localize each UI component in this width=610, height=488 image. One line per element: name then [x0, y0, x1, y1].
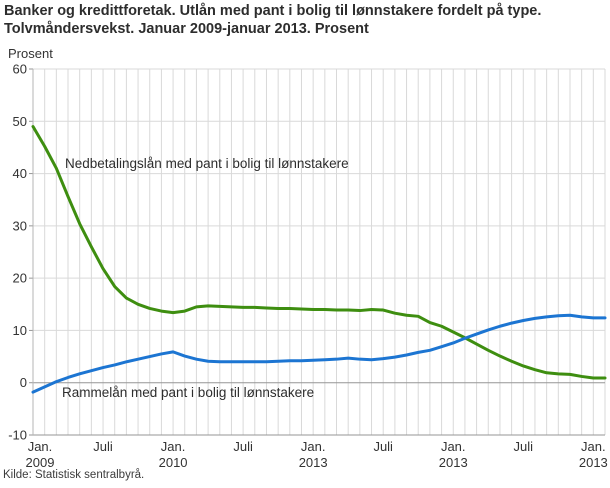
- series-line-rammelan: [31, 313, 607, 394]
- y-tick-label: 0: [20, 375, 27, 390]
- y-axis-title: Prosent: [8, 46, 53, 61]
- chart-title-line1: Banker og kredittforetak. Utlån med pant…: [4, 3, 542, 19]
- series-line-nedbetalingslan: [31, 125, 607, 380]
- y-tick-label: 60: [13, 62, 27, 77]
- y-tick-label: 20: [13, 271, 27, 286]
- annotation-rammelan: Rammelån med pant i bolig til lønnstaker…: [62, 385, 314, 400]
- x-tick-year-label: 2013: [439, 455, 468, 470]
- x-tick-label: Juli: [233, 439, 253, 454]
- y-tick-label: 40: [13, 166, 27, 181]
- chart-title-line2: Tolvmåndersvekst. Januar 2009-januar 201…: [4, 21, 369, 37]
- x-tick-label: Juli: [514, 439, 534, 454]
- x-tick-label: Jan.: [581, 439, 606, 454]
- x-tick-label: Juli: [373, 439, 393, 454]
- x-tick-label: Jan.: [441, 439, 466, 454]
- y-tick-label: 10: [13, 323, 27, 338]
- x-tick-label: Jan.: [301, 439, 326, 454]
- source-note: Kilde: Statistisk sentralbyrå.: [3, 469, 145, 481]
- y-tick-label: 30: [13, 218, 27, 233]
- x-tick-label: Jan.: [28, 439, 53, 454]
- x-tick-year-label: 2009: [26, 455, 55, 470]
- chart-title: Banker og kredittforetak. Utlån med pant…: [4, 2, 608, 38]
- annotation-nedbetalingslan: Nedbetalingslån med pant i bolig til løn…: [65, 156, 349, 171]
- x-tick-year-label: 2010: [159, 455, 188, 470]
- x-tick-label: Jan.: [161, 439, 186, 454]
- x-tick-year-label: 2013: [299, 455, 328, 470]
- y-tick-label: -10: [8, 428, 27, 443]
- x-tick-label: Juli: [93, 439, 113, 454]
- x-tick-year-label: 2013: [579, 455, 608, 470]
- y-tick-label: 50: [13, 114, 27, 129]
